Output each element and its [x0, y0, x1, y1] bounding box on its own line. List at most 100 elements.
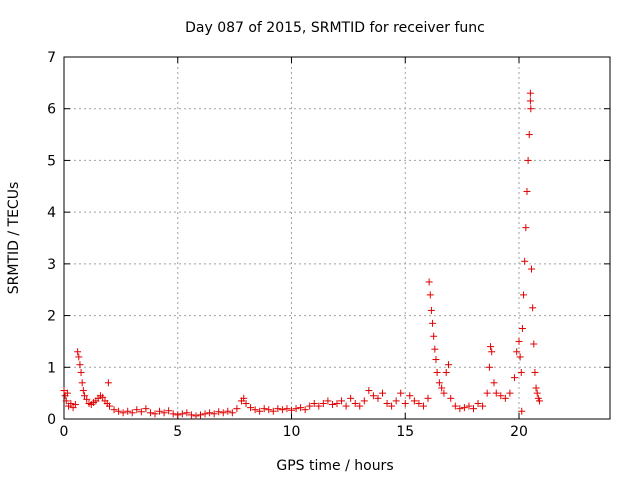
data-point-marker: [506, 389, 514, 397]
data-point-marker: [115, 407, 123, 415]
data-point-marker: [374, 394, 382, 402]
data-point-marker: [310, 399, 318, 407]
data-point-marker: [306, 402, 314, 410]
data-point-marker: [479, 402, 487, 410]
data-point-marker: [369, 392, 377, 400]
data-point-marker: [224, 407, 232, 415]
data-point-marker: [78, 379, 86, 387]
data-point-marker: [240, 394, 248, 402]
data-point-marker: [535, 397, 543, 405]
data-point-marker: [451, 402, 459, 410]
data-point-marker: [531, 368, 539, 376]
x-tick-label: 15: [396, 424, 414, 440]
data-point-marker: [365, 387, 373, 395]
y-tick-label: 4: [47, 205, 56, 221]
grid-lines: [64, 57, 610, 419]
data-point-marker: [165, 407, 173, 415]
data-point-marker: [515, 337, 523, 345]
y-tick-label: 5: [47, 153, 56, 169]
data-point-marker: [517, 368, 525, 376]
data-point-marker: [256, 407, 264, 415]
data-point-marker: [444, 361, 452, 369]
data-point-marker: [274, 405, 282, 413]
data-point-marker: [351, 399, 359, 407]
data-point-marker: [435, 379, 443, 387]
data-point-marker: [301, 406, 309, 414]
y-tick-label: 7: [47, 50, 56, 66]
data-point-marker: [233, 405, 241, 413]
data-points: [60, 89, 543, 420]
data-point-marker: [160, 409, 168, 417]
data-point-marker: [427, 306, 435, 314]
data-point-marker: [419, 402, 427, 410]
data-point-marker: [516, 353, 524, 361]
data-point-marker: [383, 399, 391, 407]
data-point-marker: [156, 407, 164, 415]
data-point-marker: [71, 401, 79, 409]
data-point-marker: [106, 402, 113, 410]
data-point-marker: [410, 397, 418, 405]
chart-title: Day 087 of 2015, SRMTID for receiver fun…: [185, 20, 485, 36]
data-point-marker: [456, 405, 464, 413]
data-point-marker: [297, 404, 305, 412]
data-point-marker: [460, 404, 468, 412]
data-point-marker: [522, 224, 530, 232]
x-axis-label: GPS time / hours: [276, 458, 393, 474]
axis-ticks: 0 5 10 15 20 0 1 2 3 4 5 6 7: [47, 50, 610, 440]
data-point-marker: [142, 405, 150, 413]
data-point-marker: [415, 399, 423, 407]
data-point-marker: [75, 353, 83, 361]
x-tick-label: 0: [60, 424, 69, 440]
plot-frame: [63, 56, 611, 420]
data-point-marker: [518, 407, 526, 415]
data-point-marker: [529, 304, 537, 312]
data-point-marker: [83, 395, 91, 403]
data-point-marker: [137, 408, 145, 416]
data-point-marker: [269, 407, 277, 415]
data-point-marker: [192, 412, 200, 420]
data-point-marker: [425, 278, 433, 286]
y-tick-label: 2: [47, 309, 56, 325]
data-point-marker: [324, 397, 332, 405]
data-point-marker: [528, 265, 536, 273]
data-point-marker: [333, 399, 341, 407]
data-point-marker: [432, 356, 440, 364]
data-point-marker: [401, 399, 409, 407]
data-point-marker: [487, 343, 495, 351]
data-point-marker: [397, 389, 405, 397]
data-point-marker: [492, 389, 500, 397]
data-point-marker: [206, 409, 214, 417]
data-point-marker: [356, 402, 364, 410]
data-point-marker: [80, 392, 88, 400]
data-point-marker: [76, 361, 84, 369]
data-point-marker: [265, 406, 273, 414]
y-axis-label: SRMTID / TECUs: [6, 182, 22, 295]
data-point-marker: [242, 399, 250, 407]
data-point-marker: [388, 402, 396, 410]
data-point-marker: [67, 399, 75, 407]
data-point-marker: [438, 384, 446, 392]
data-point-marker: [247, 404, 255, 412]
data-point-marker: [488, 348, 496, 356]
data-point-marker: [440, 389, 448, 397]
x-tick-label: 10: [283, 424, 301, 440]
data-point-marker: [74, 348, 82, 356]
data-point-marker: [406, 392, 414, 400]
data-point-marker: [527, 105, 535, 113]
data-point-marker: [447, 394, 455, 402]
data-point-marker: [379, 389, 386, 397]
y-tick-label: 1: [47, 360, 56, 376]
data-point-marker: [533, 389, 541, 397]
data-point-marker: [104, 379, 112, 387]
data-point-marker: [197, 411, 204, 419]
data-point-marker: [526, 89, 534, 97]
data-point-marker: [146, 409, 154, 417]
data-point-marker: [319, 399, 327, 407]
data-point-marker: [124, 407, 132, 415]
data-point-marker: [328, 401, 336, 409]
data-point-marker: [360, 397, 368, 405]
data-point-marker: [474, 399, 482, 407]
y-tick-label: 0: [47, 412, 56, 428]
data-point-marker: [288, 406, 295, 414]
